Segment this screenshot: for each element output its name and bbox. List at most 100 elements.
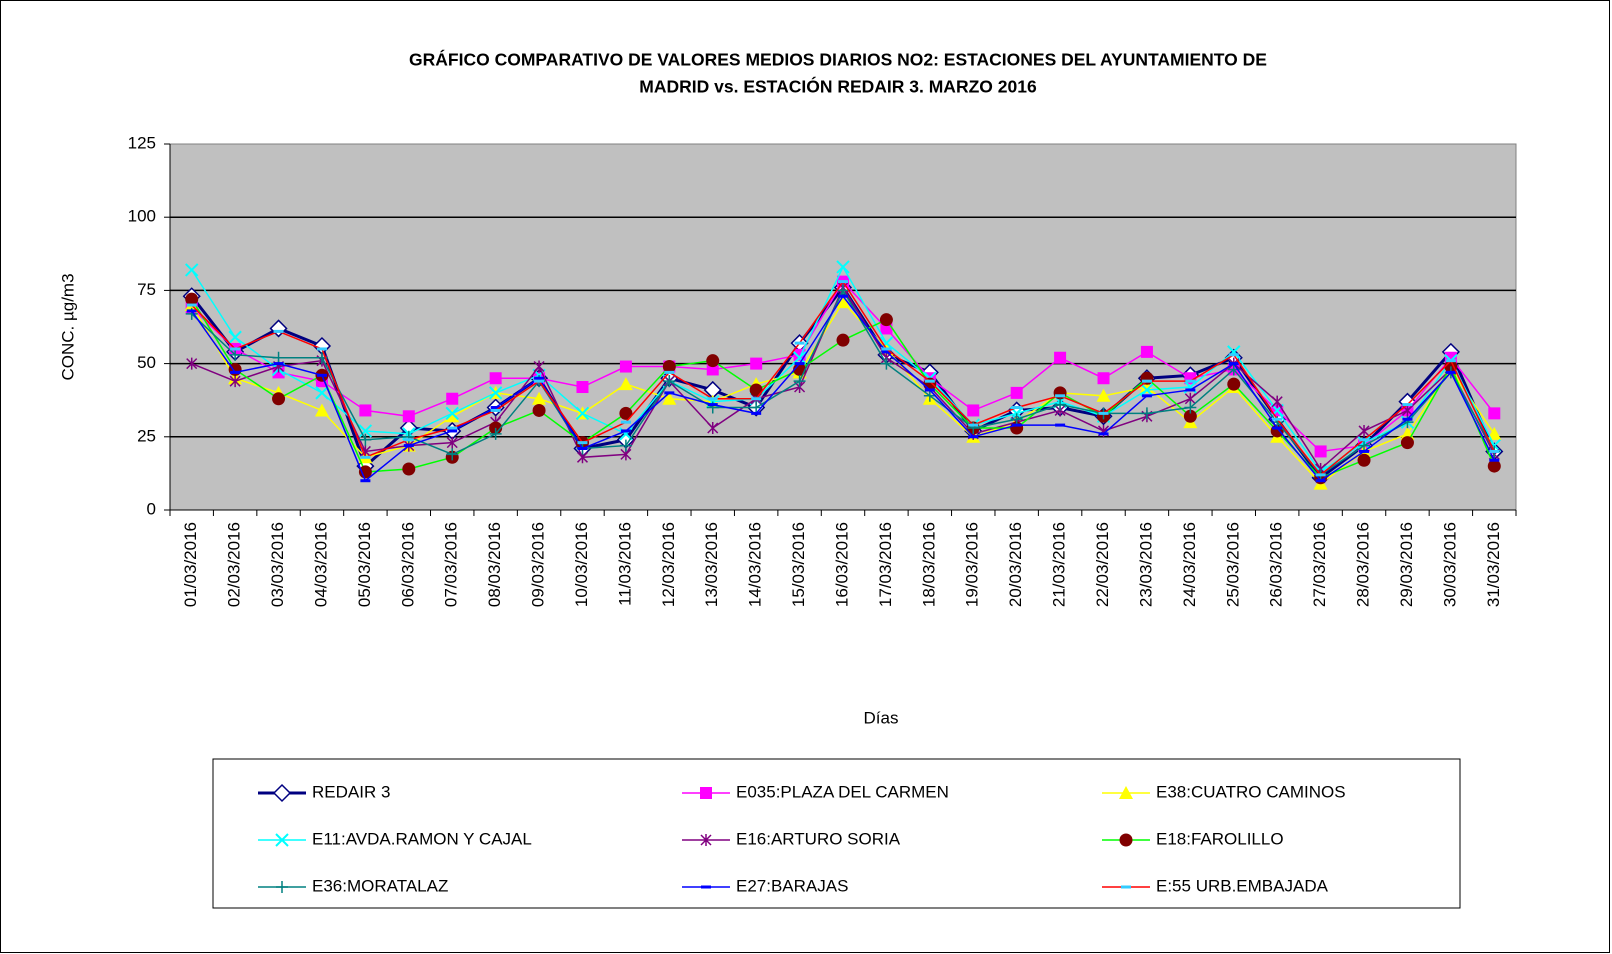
marker-part xyxy=(316,373,327,377)
marker xyxy=(750,401,763,414)
marker xyxy=(620,429,631,433)
y-tick-label: 50 xyxy=(137,353,156,372)
marker xyxy=(1359,449,1370,453)
marker xyxy=(1140,371,1154,385)
marker-part xyxy=(700,834,712,846)
marker-part xyxy=(532,391,547,405)
marker xyxy=(1011,423,1022,427)
marker xyxy=(272,351,285,364)
marker-part xyxy=(360,455,371,459)
marker xyxy=(967,404,980,417)
marker-part xyxy=(1487,459,1501,473)
marker-part xyxy=(836,260,850,274)
x-tick-label: 18/03/2016 xyxy=(919,522,938,607)
marker xyxy=(707,403,718,407)
legend xyxy=(212,758,1461,909)
marker-part xyxy=(358,465,372,479)
marker xyxy=(490,408,501,412)
marker-part xyxy=(1272,417,1283,421)
marker-part xyxy=(1357,453,1371,467)
marker-part xyxy=(619,406,633,420)
marker xyxy=(1140,345,1153,358)
x-tick-label: 06/03/2016 xyxy=(398,522,417,607)
x-tick-label: 25/03/2016 xyxy=(1223,522,1242,607)
marker-part xyxy=(1271,395,1283,408)
marker xyxy=(1315,479,1326,483)
marker-part xyxy=(751,397,762,401)
marker xyxy=(359,404,372,417)
marker-part xyxy=(794,341,805,345)
marker xyxy=(1228,353,1239,357)
x-tick-label: 07/03/2016 xyxy=(442,522,461,607)
marker-part xyxy=(662,391,677,405)
marker xyxy=(532,403,546,417)
marker xyxy=(1098,411,1109,415)
marker-part xyxy=(273,362,284,366)
marker-part xyxy=(532,403,546,417)
marker xyxy=(620,420,631,424)
marker xyxy=(880,357,893,370)
marker-part xyxy=(1489,449,1500,453)
legend-label: REDAIR 3 xyxy=(312,782,390,801)
marker-part xyxy=(577,447,588,451)
legend-marker xyxy=(272,783,292,803)
marker-part xyxy=(534,376,545,380)
marker-part xyxy=(1489,458,1500,462)
marker-part xyxy=(619,439,632,452)
marker-part xyxy=(1055,394,1066,398)
marker xyxy=(314,403,329,417)
marker xyxy=(1141,394,1152,398)
marker xyxy=(446,392,459,405)
legend-label: E:55 URB.EMBAJADA xyxy=(1156,876,1329,895)
marker-part xyxy=(490,408,501,412)
marker-part xyxy=(272,783,292,803)
x-tick-label: 29/03/2016 xyxy=(1397,522,1416,607)
marker-part xyxy=(1228,353,1239,357)
marker-part xyxy=(276,881,288,893)
marker-part xyxy=(533,360,545,373)
marker xyxy=(1315,473,1326,477)
marker-part xyxy=(1227,377,1241,391)
marker-part xyxy=(1140,407,1153,420)
marker-part xyxy=(1358,424,1370,437)
legend-marker xyxy=(276,881,288,893)
marker-part xyxy=(750,357,763,370)
marker xyxy=(838,280,848,284)
marker xyxy=(490,406,501,410)
marker-part xyxy=(186,357,198,370)
x-tick-label: 28/03/2016 xyxy=(1354,522,1373,607)
marker-part xyxy=(359,433,372,446)
marker-part xyxy=(1140,371,1154,385)
marker-part xyxy=(879,313,893,327)
marker-part xyxy=(881,347,892,351)
marker-part xyxy=(1141,394,1152,398)
marker-part xyxy=(794,362,805,366)
marker xyxy=(272,392,286,406)
marker-part xyxy=(1315,473,1326,477)
marker xyxy=(1488,407,1501,420)
marker xyxy=(403,444,414,448)
legend-label: E18:FAROLILLO xyxy=(1156,829,1284,848)
marker xyxy=(403,438,414,442)
x-tick-label: 03/03/2016 xyxy=(268,522,287,607)
marker-part xyxy=(403,438,414,442)
marker-part xyxy=(620,429,631,433)
marker-part xyxy=(228,330,242,344)
marker xyxy=(1098,432,1109,436)
marker xyxy=(359,433,372,446)
marker xyxy=(1489,449,1500,453)
y-tick-label: 0 xyxy=(147,499,156,518)
marker-part xyxy=(880,357,893,370)
marker-part xyxy=(707,422,719,435)
x-tick-label: 24/03/2016 xyxy=(1180,522,1199,607)
marker-part xyxy=(1359,449,1370,453)
marker-part xyxy=(1119,786,1133,799)
marker-part xyxy=(1097,372,1110,385)
marker xyxy=(749,383,763,397)
marker-part xyxy=(1121,885,1131,889)
marker-part xyxy=(358,424,373,438)
marker-part xyxy=(837,284,849,297)
marker xyxy=(1140,407,1153,420)
x-tick-label: 26/03/2016 xyxy=(1267,522,1286,607)
marker xyxy=(1097,372,1110,385)
